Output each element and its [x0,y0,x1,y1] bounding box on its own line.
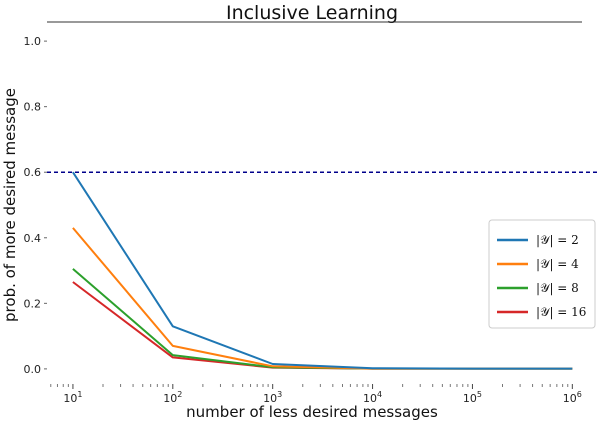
x-axis-label: number of less desired messages [186,403,438,421]
x-tick-label: 105 [463,390,482,405]
legend-label: |𝒴| = 2 [536,233,579,247]
y-axis-label: prob. of more desired message [1,88,19,322]
legend: |𝒴| = 2 |𝒴| = 4 |𝒴| = 8 |𝒴| = 16 [488,219,596,329]
x-tick-label: 103 [263,390,282,405]
y-axis-ticks: 0.0 0.2 0.4 0.6 0.8 1.0 [24,35,47,376]
x-tick-label: 101 [63,390,82,405]
legend-label: |𝒴| = 16 [536,305,586,319]
legend-label: |𝒴| = 4 [536,257,579,271]
y-tick-label: 0.8 [24,101,42,114]
legend-box [488,219,596,329]
y-tick-label: 0.0 [24,363,42,376]
y-tick-label: 1.0 [24,35,42,48]
y-tick-label: 0.2 [24,297,42,310]
x-axis-ticks: 101 102 103 104 105 106 [50,384,582,405]
chart-title: Inclusive Learning [226,2,398,24]
x-tick-label: 106 [563,390,582,405]
series-layer [72,171,573,370]
y-tick-label: 0.4 [24,232,42,245]
series-line [72,171,573,370]
x-tick-label: 104 [363,390,382,405]
y-tick-label: 0.6 [24,166,42,179]
x-tick-label: 102 [163,390,182,405]
legend-label: |𝒴| = 8 [536,281,579,295]
